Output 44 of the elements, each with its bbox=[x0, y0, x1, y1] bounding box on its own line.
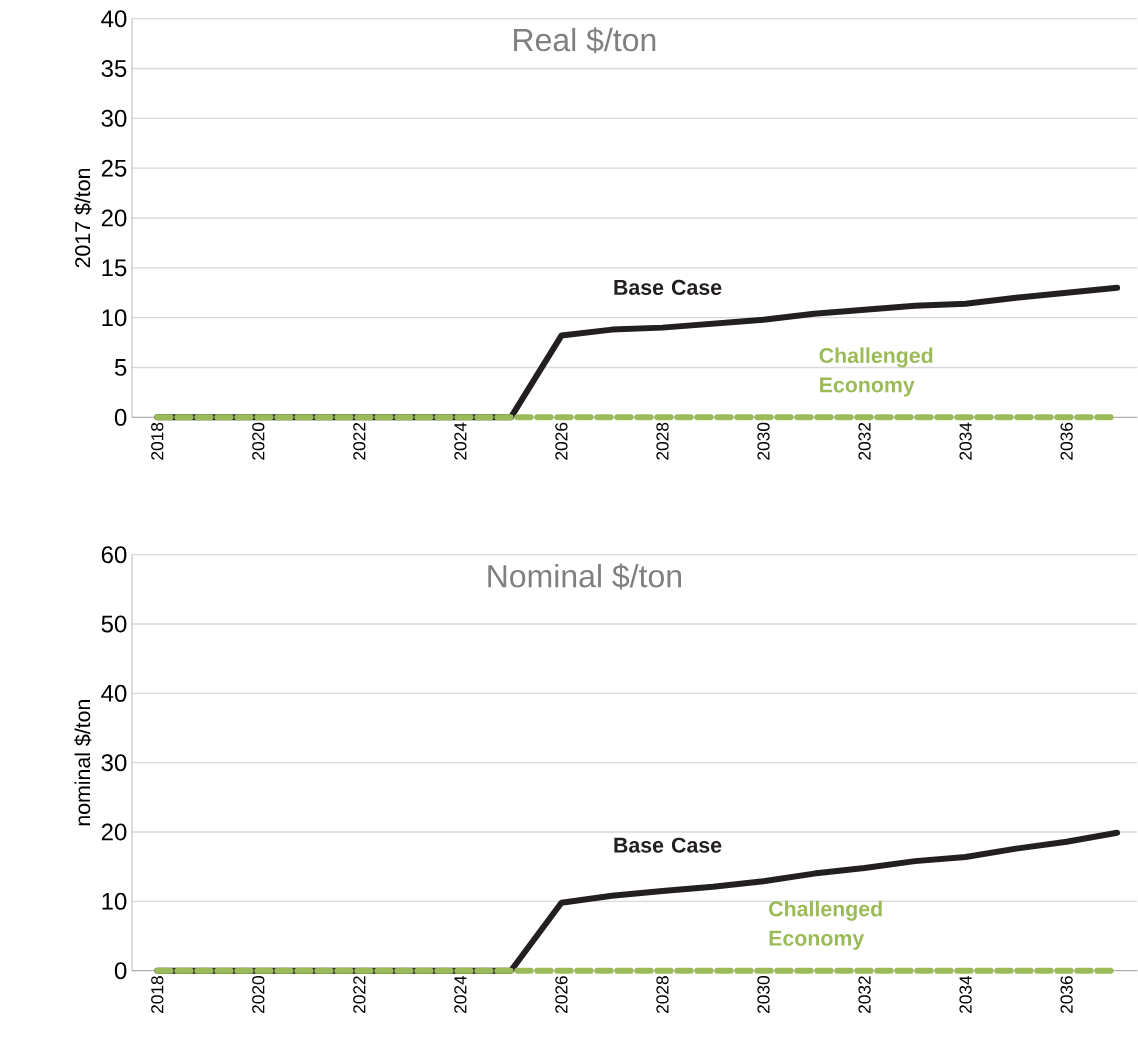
x-tick-label: 2024 bbox=[454, 975, 467, 1014]
y-tick-label: 50 bbox=[101, 615, 127, 633]
y-tick-label: 40 bbox=[101, 684, 127, 702]
y-tick-label: 35 bbox=[101, 60, 127, 77]
y-tick-label: 30 bbox=[101, 109, 127, 127]
y-tick-label: 0 bbox=[114, 962, 127, 980]
x-tick-label: 2026 bbox=[555, 976, 568, 1014]
x-tick-label: 2034 bbox=[959, 422, 972, 460]
y-tick-label: 20 bbox=[101, 823, 127, 841]
y-tick-label: 20 bbox=[101, 209, 127, 227]
x-tick-label: 2026 bbox=[555, 422, 568, 460]
series-label: Base Case bbox=[614, 837, 722, 853]
y-axis-title: 2017 $/ton bbox=[74, 168, 92, 268]
x-tick-label: 2022 bbox=[353, 976, 366, 1014]
chart-title: Real $/ton bbox=[514, 27, 656, 54]
x-tick-label: 2022 bbox=[353, 422, 366, 460]
x-tick-label: 2028 bbox=[656, 422, 669, 460]
series-label: Challenged Economy bbox=[819, 347, 933, 397]
y-tick-label: 0 bbox=[114, 408, 127, 426]
x-tick-label: 2028 bbox=[656, 976, 669, 1014]
series-label: Base Case bbox=[614, 279, 722, 295]
y-tick-label: 30 bbox=[101, 754, 127, 772]
y-tick-label: 25 bbox=[101, 159, 127, 177]
x-tick-label: 2036 bbox=[1060, 976, 1073, 1014]
y-tick-label: 15 bbox=[102, 259, 127, 277]
x-tick-label: 2018 bbox=[151, 976, 164, 1014]
series-label: Challenged Economy bbox=[769, 900, 882, 950]
x-tick-label: 2024 bbox=[454, 422, 467, 460]
x-tick-label: 2036 bbox=[1060, 422, 1073, 460]
x-tick-label: 2032 bbox=[858, 422, 871, 460]
x-tick-label: 2032 bbox=[858, 976, 871, 1014]
x-tick-label: 2020 bbox=[252, 422, 265, 460]
x-tick-label: 2030 bbox=[757, 422, 770, 460]
chart-title: Nominal $/ton bbox=[488, 563, 681, 590]
y-axis-title: nominal $/ton bbox=[74, 700, 92, 826]
y-tick-label: 40 bbox=[101, 10, 127, 28]
y-tick-label: 5 bbox=[114, 359, 127, 376]
x-tick-label: 2030 bbox=[757, 976, 770, 1014]
x-tick-label: 2018 bbox=[151, 422, 164, 460]
y-tick-label: 10 bbox=[102, 892, 127, 910]
y-tick-label: 10 bbox=[102, 309, 127, 327]
x-tick-label: 2034 bbox=[959, 975, 972, 1014]
y-tick-label: 60 bbox=[101, 546, 127, 564]
x-tick-label: 2020 bbox=[252, 976, 265, 1014]
